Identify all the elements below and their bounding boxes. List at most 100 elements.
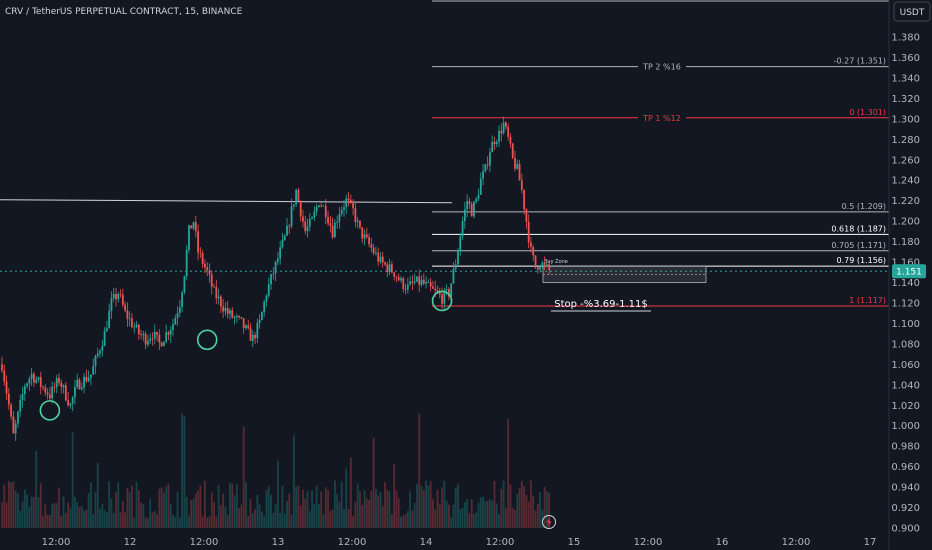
volume-bar xyxy=(302,489,304,528)
candle-body xyxy=(322,205,325,207)
price-tick-label: 1.220 xyxy=(891,196,920,207)
candle-body xyxy=(110,298,113,311)
candle-body xyxy=(215,286,218,299)
candle-body xyxy=(359,220,361,228)
candle-body xyxy=(60,382,63,387)
candle-body xyxy=(119,293,122,295)
symbol-title: CRV / TetherUS PERPETUAL CONTRACT, 15, B… xyxy=(5,7,243,17)
candle-body xyxy=(434,288,437,291)
volume-bar xyxy=(261,511,263,528)
candle-body xyxy=(99,350,101,354)
volume-bar xyxy=(249,498,252,528)
volume-bar xyxy=(502,480,505,528)
candle-body xyxy=(235,316,238,318)
volume-bar xyxy=(192,498,195,528)
price-tick-label: 1.060 xyxy=(891,360,920,371)
candle-body xyxy=(463,209,466,222)
candle-body xyxy=(85,376,88,382)
volume-bar xyxy=(58,487,60,528)
volume-bar xyxy=(176,492,179,528)
volume-bar xyxy=(518,488,521,528)
candle-body xyxy=(482,171,484,179)
volume-bar xyxy=(167,483,170,528)
candle-body xyxy=(338,213,341,222)
volume-bar xyxy=(308,511,311,528)
candle-body xyxy=(55,378,58,388)
volume-bar xyxy=(493,481,496,528)
volume-bar xyxy=(445,500,448,528)
volume-bar xyxy=(427,485,430,528)
candle-body xyxy=(274,261,277,274)
volume-bar xyxy=(28,506,31,528)
candle-body xyxy=(30,373,33,379)
candle-body xyxy=(272,273,275,275)
candle-body xyxy=(222,306,225,312)
volume-bar xyxy=(402,515,405,528)
volume-bar xyxy=(183,416,186,528)
volume-bar xyxy=(516,493,519,528)
fib-level-label: 0 (1.301) xyxy=(849,108,886,117)
candle-body xyxy=(395,276,398,278)
candle-body xyxy=(76,379,79,387)
candle-body xyxy=(58,378,60,383)
candle-body xyxy=(523,189,526,210)
volume-bar xyxy=(507,418,510,528)
candle-body xyxy=(416,276,418,282)
candle-body xyxy=(347,198,350,201)
volume-bar xyxy=(318,504,320,528)
volume-bar xyxy=(3,484,6,528)
volume-bar xyxy=(263,516,266,528)
volume-bar xyxy=(1,502,3,528)
lightning-icon[interactable] xyxy=(542,515,556,529)
candle-body xyxy=(546,264,548,266)
volume-bar xyxy=(482,496,484,528)
candle-body xyxy=(397,277,400,281)
currency-button[interactable]: USDT xyxy=(893,1,931,22)
volume-bar xyxy=(484,501,487,528)
candle-body xyxy=(188,225,190,251)
candle-body xyxy=(409,281,412,285)
candle-body xyxy=(158,334,161,343)
volume-bar xyxy=(208,516,211,528)
volume-bar xyxy=(119,512,122,528)
fib-level-label: -0.27 (1.351) xyxy=(834,57,886,66)
candle-body xyxy=(48,394,51,399)
price-tick-label: 1.240 xyxy=(891,176,920,187)
volume-bar xyxy=(438,503,441,528)
volume-bar xyxy=(292,435,295,528)
volume-bar xyxy=(511,508,514,528)
time-tick-label: 12:00 xyxy=(782,537,811,548)
volume-bar xyxy=(548,492,551,528)
candle-body xyxy=(229,310,231,314)
volume-bar xyxy=(108,481,111,528)
candle-body xyxy=(461,221,464,237)
volume-bar xyxy=(117,482,120,528)
candle-body xyxy=(131,318,133,328)
candle-body xyxy=(518,163,521,181)
candle-body xyxy=(279,247,282,259)
time-tick-label: 12:00 xyxy=(338,537,367,548)
volume-bar xyxy=(520,480,523,528)
candle-body xyxy=(447,289,450,297)
volume-bar xyxy=(370,490,373,528)
volume-bar xyxy=(452,504,455,528)
fib-level-label: 0.705 (1.171) xyxy=(831,241,886,250)
candle-body xyxy=(311,217,313,219)
candle-body xyxy=(370,244,373,248)
candle-body xyxy=(290,206,293,227)
price-tick-label: 1.280 xyxy=(891,135,920,146)
candle-body xyxy=(315,206,318,212)
volume-bar xyxy=(514,509,516,528)
volume-bar xyxy=(418,413,421,528)
candle-body xyxy=(265,295,268,302)
volume-bar xyxy=(112,513,115,528)
volume-bar xyxy=(384,482,386,528)
time-tick-label: 16 xyxy=(716,537,729,548)
candle-body xyxy=(345,198,348,208)
volume-bar xyxy=(53,503,56,528)
candle-body xyxy=(500,130,503,134)
volume-bar xyxy=(411,510,414,528)
volume-bar xyxy=(530,480,532,528)
volume-bar xyxy=(276,460,279,528)
